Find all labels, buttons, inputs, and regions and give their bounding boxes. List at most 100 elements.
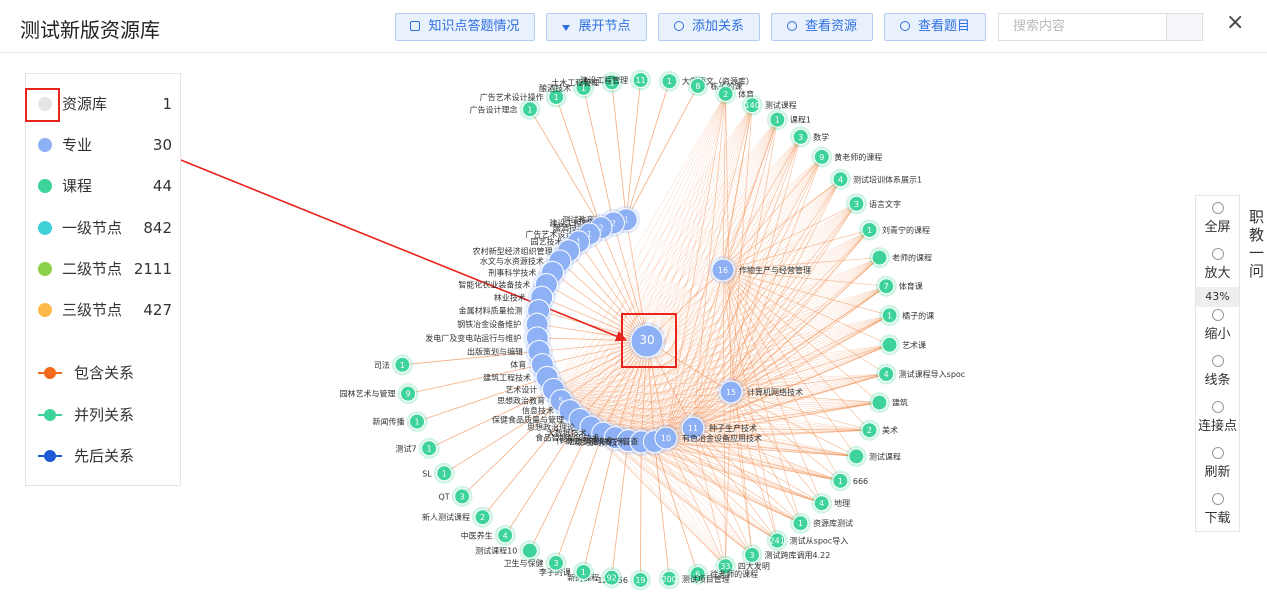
edge — [560, 257, 880, 401]
node — [744, 546, 761, 563]
edge — [641, 315, 890, 443]
node-label: 体育课 — [899, 281, 923, 291]
node — [769, 532, 786, 549]
edge — [730, 391, 857, 457]
edge — [578, 241, 648, 342]
node-label: 建设工程管理 — [580, 75, 628, 85]
node-count: 10 — [661, 434, 671, 443]
node — [603, 74, 620, 91]
node-count: 1 — [798, 519, 803, 528]
node-label: 黄老师的课程 — [834, 152, 882, 162]
button[interactable]: 查看题目 — [884, 13, 986, 41]
legend-count: 1 — [162, 95, 172, 113]
edge — [628, 344, 890, 441]
node-label: 钢铁冶金设备维护 — [457, 319, 521, 329]
edge — [641, 429, 870, 443]
node-label: 测试培训体系展示1 — [853, 174, 922, 184]
edge — [730, 391, 801, 524]
node — [630, 324, 664, 358]
node-label: 测试项目管理 — [682, 574, 730, 584]
edge — [553, 340, 648, 390]
edge — [640, 441, 642, 580]
node-count: 11 — [688, 424, 698, 433]
button[interactable]: 知识点答题情况 — [395, 13, 535, 41]
side-tab[interactable]: 职教一问 — [1249, 208, 1265, 280]
node-count: 3 — [749, 551, 754, 560]
edge — [665, 136, 801, 439]
node-count: 1 — [581, 84, 586, 93]
node — [661, 570, 678, 587]
tool-button[interactable]: 缩小 — [1196, 309, 1239, 342]
node — [871, 249, 888, 266]
edge — [553, 389, 880, 403]
tool-button[interactable]: 线条 — [1196, 355, 1239, 388]
edge — [615, 285, 887, 438]
node — [575, 79, 592, 96]
edge — [569, 340, 648, 411]
node-label: 司法 — [374, 360, 390, 370]
edge — [625, 219, 648, 342]
tool-button[interactable]: 全屏 — [1196, 202, 1239, 235]
edge — [569, 203, 857, 411]
edge — [615, 119, 778, 438]
node-label: 建设工程管理 — [549, 218, 597, 228]
button[interactable]: 展开节点 — [546, 13, 647, 41]
node — [400, 385, 417, 402]
node-label: 老师的课程 — [892, 253, 932, 263]
node-count: 2 — [611, 219, 616, 228]
tool-icon — [1211, 493, 1224, 505]
tool-button[interactable]: 刷新 — [1196, 447, 1239, 480]
edge — [553, 93, 726, 390]
tool-button[interactable]: 放大 — [1196, 248, 1239, 281]
node-label: 测试教育技术 — [562, 215, 610, 225]
legend-label: 包含关系 — [74, 364, 135, 382]
node-label: 园艺技术 — [531, 237, 563, 247]
node-label: 思想政治教育 — [497, 395, 545, 405]
node-count: 4 — [884, 370, 889, 379]
edge — [538, 340, 648, 352]
edge — [654, 441, 753, 556]
edge — [579, 105, 753, 420]
node-label: 建筑工程技术 — [483, 372, 531, 382]
button-label: 查看题目 — [917, 19, 970, 34]
edge — [600, 227, 648, 342]
node — [497, 527, 514, 544]
edge — [569, 344, 890, 411]
node — [521, 101, 538, 118]
edge — [569, 93, 726, 411]
search-button[interactable] — [1166, 14, 1202, 40]
node — [881, 307, 898, 324]
node-label: 测试课程导入spoc — [899, 369, 966, 379]
edge — [665, 344, 890, 439]
edge — [590, 426, 870, 431]
node-label: 卫生与保健 — [503, 558, 543, 568]
legend-count: 30 — [152, 136, 172, 155]
edge — [589, 233, 648, 342]
tool-button[interactable]: 下载 — [1196, 493, 1239, 526]
node — [848, 448, 865, 465]
edge — [730, 391, 822, 504]
edge — [590, 203, 857, 428]
node-label: 建筑 — [892, 398, 908, 408]
edge — [627, 285, 887, 441]
node-label: 发电厂及变电站运行与维护 — [425, 333, 521, 343]
edge — [665, 437, 822, 504]
legend-dot — [38, 97, 52, 111]
button-label: 知识点答题情况 — [428, 19, 520, 34]
edge — [627, 340, 648, 441]
legend-item: 二级节点 2111 — [38, 259, 172, 279]
edge — [654, 441, 778, 541]
button[interactable]: 查看资源 — [771, 13, 873, 41]
edge — [579, 340, 648, 420]
edge — [627, 315, 890, 441]
close-button[interactable]: × — [1226, 10, 1245, 35]
edge — [602, 285, 887, 434]
edge — [730, 373, 887, 393]
node — [421, 440, 438, 457]
tool-button[interactable]: 连接点 — [1196, 401, 1239, 434]
node — [871, 394, 888, 411]
edge — [722, 93, 726, 271]
search-input[interactable]: 搜索内容 — [998, 13, 1203, 41]
node-count: 1 — [576, 238, 581, 247]
button[interactable]: 添加关系 — [658, 13, 760, 41]
